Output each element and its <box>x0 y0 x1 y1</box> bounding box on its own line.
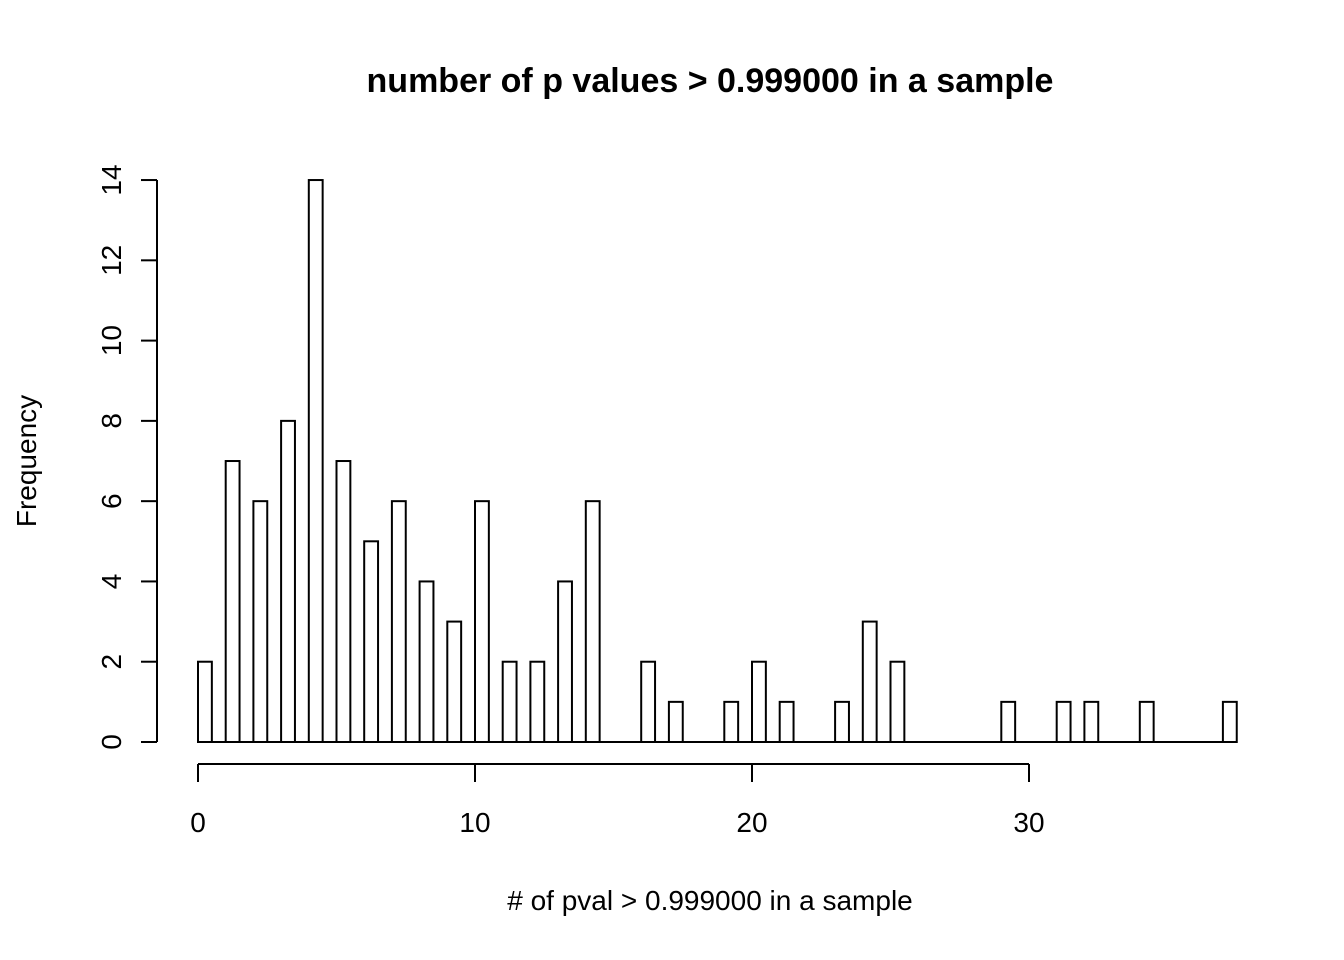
histogram-bar-6 <box>363 540 380 743</box>
histogram-bar-2 <box>252 500 269 743</box>
histogram-bar-12 <box>529 660 546 743</box>
histogram-bar-1 <box>224 460 241 743</box>
y-tick-label-4: 4 <box>96 574 127 590</box>
chart-title: number of p values > 0.999000 in a sampl… <box>367 62 1054 100</box>
x-axis: 0 10 20 30 <box>190 763 1045 838</box>
x-tick-label-0: 0 <box>190 807 206 838</box>
histogram-bar-3 <box>280 419 296 743</box>
histogram-bar-37 <box>1221 700 1238 743</box>
histogram-bar-31 <box>1055 700 1072 743</box>
x-tick-label-10: 10 <box>459 807 490 838</box>
y-tick-label-8: 8 <box>96 413 127 429</box>
histogram-bar-5 <box>335 460 352 743</box>
histogram-bar-9 <box>446 620 463 744</box>
histogram-bar-7 <box>390 500 407 743</box>
histogram-bar-34 <box>1138 700 1155 743</box>
y-axis-label: Frequency <box>11 395 42 527</box>
histogram-bar-10 <box>474 500 490 743</box>
histogram-bar-25 <box>889 660 906 743</box>
histogram-bar-23 <box>834 700 850 743</box>
y-tick-label-10: 10 <box>96 325 127 356</box>
histogram-bar-32 <box>1083 700 1100 743</box>
histogram-bar-17 <box>667 700 684 743</box>
histogram-bar-8 <box>418 580 435 743</box>
histogram-bar-21 <box>778 700 795 743</box>
histogram-bar-20 <box>751 660 767 743</box>
histogram-bar-11 <box>501 660 518 743</box>
x-axis-label: # of pval > 0.999000 in a sample <box>507 885 913 916</box>
histogram-bar-16 <box>640 660 657 743</box>
y-axis: 0 2 4 6 8 10 12 14 <box>96 164 158 750</box>
x-tick-label-30: 30 <box>1013 807 1044 838</box>
histogram-bar-24 <box>861 620 878 744</box>
histogram-bar-14 <box>584 500 601 743</box>
histogram-bar-29 <box>1000 700 1017 743</box>
bars-group <box>197 179 1238 744</box>
y-tick-label-14: 14 <box>96 164 127 195</box>
y-tick-label-12: 12 <box>96 245 127 276</box>
histogram-bar-19 <box>723 700 740 743</box>
x-tick-label-20: 20 <box>736 807 767 838</box>
y-tick-label-6: 6 <box>96 493 127 509</box>
histogram-bar-0 <box>197 660 213 743</box>
histogram-bar-4 <box>307 179 324 744</box>
histogram-bar-13 <box>557 580 573 743</box>
y-tick-label-0: 0 <box>96 734 127 750</box>
y-tick-label-2: 2 <box>96 654 127 670</box>
